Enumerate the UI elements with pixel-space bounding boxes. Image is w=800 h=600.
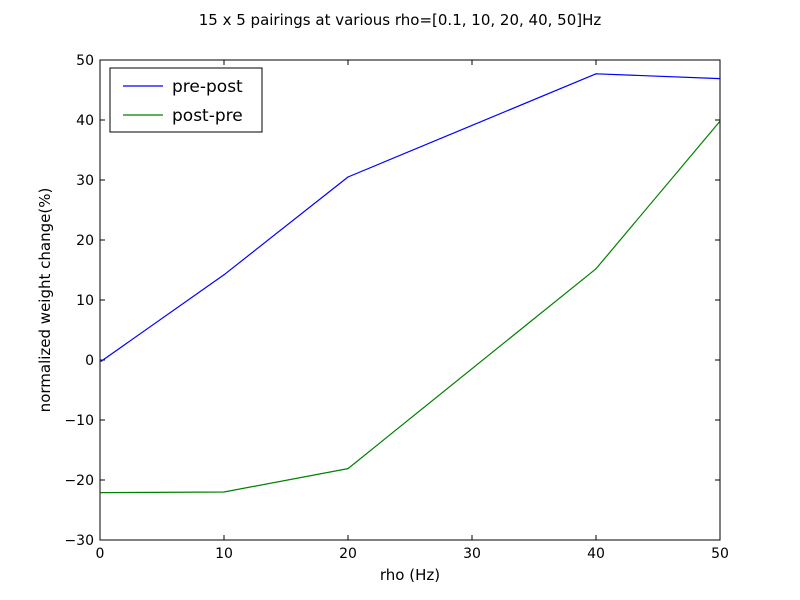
data-point-post-pre	[347, 468, 349, 470]
legend-label-pre-post: pre-post	[172, 77, 243, 97]
y-tick-label: 10	[76, 293, 94, 309]
data-point-pre-post	[595, 73, 597, 75]
data-point-post-pre	[595, 268, 597, 270]
data-point-pre-post	[100, 360, 102, 362]
legend-label-post-pre: post-pre	[172, 106, 243, 126]
plot-frame	[99, 59, 721, 541]
data-point-post-pre	[223, 491, 225, 493]
y-tick-label: 30	[76, 173, 94, 189]
data-point-post-pre	[100, 492, 102, 494]
x-axis-title: rho (Hz)	[380, 566, 440, 584]
data-point-pre-post	[347, 176, 349, 178]
legend: pre-post post-pre	[109, 67, 263, 133]
y-tick-label: −10	[64, 413, 94, 429]
y-tick-label: 0	[85, 353, 94, 369]
x-tick-label: 40	[587, 546, 605, 562]
y-tick-label: 20	[76, 233, 94, 249]
chart-title: 15 x 5 pairings at various rho=[0.1, 10,…	[199, 11, 602, 29]
y-tick-label: 40	[76, 113, 94, 129]
x-tick-label: 10	[215, 546, 233, 562]
data-point-pre-post	[223, 274, 225, 276]
y-axis-title: normalized weight change(%)	[36, 188, 54, 413]
x-tick-label: 0	[96, 546, 105, 562]
legend-box	[109, 67, 263, 133]
series-lines-group	[100, 73, 721, 494]
x-tick-label: 50	[711, 546, 729, 562]
y-tick-label: −30	[64, 533, 94, 549]
plot-area	[100, 60, 720, 540]
x-tick-label: 30	[463, 546, 481, 562]
ticks-group: 0 10 20 30 40 50 −30 −20 −10 0 10 20 30 40 50	[64, 53, 728, 562]
y-tick-label: −20	[64, 473, 94, 489]
y-tick-label: 50	[76, 53, 94, 69]
x-tick-label: 20	[339, 546, 357, 562]
